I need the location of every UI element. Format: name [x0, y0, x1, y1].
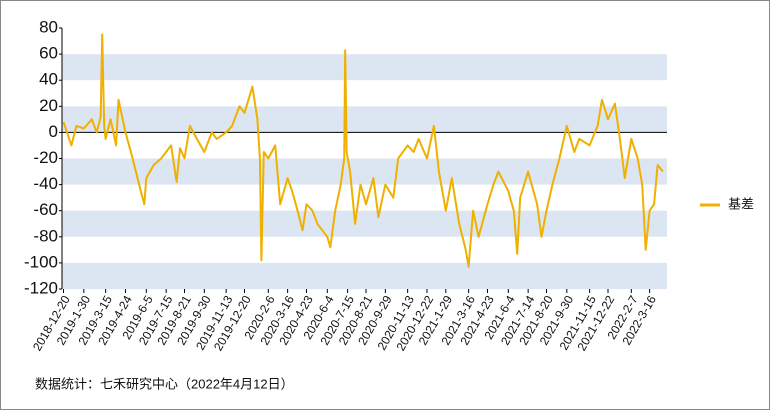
- y-tick-label: -120: [24, 278, 58, 297]
- y-tick-label: 0: [49, 122, 58, 141]
- y-tick-label: -80: [33, 226, 58, 245]
- band: [62, 158, 667, 185]
- y-tick-label: -100: [24, 252, 58, 271]
- band: [62, 262, 667, 289]
- data-line: [62, 33, 664, 268]
- y-tick-label: 80: [39, 17, 58, 36]
- y-tick-label: 40: [39, 70, 58, 89]
- band: [62, 106, 667, 133]
- band: [62, 54, 667, 81]
- y-tick-label: -40: [33, 174, 58, 193]
- y-tick-label: -20: [33, 148, 58, 167]
- band: [62, 210, 667, 237]
- source: 数据统计：七禾研究中心（2022年4月12日）: [35, 376, 294, 391]
- y-tick-label: -60: [33, 200, 58, 219]
- y-tick-label: 60: [39, 44, 58, 63]
- y-tick-label: 20: [39, 96, 58, 115]
- legend-label: 基差: [728, 196, 754, 211]
